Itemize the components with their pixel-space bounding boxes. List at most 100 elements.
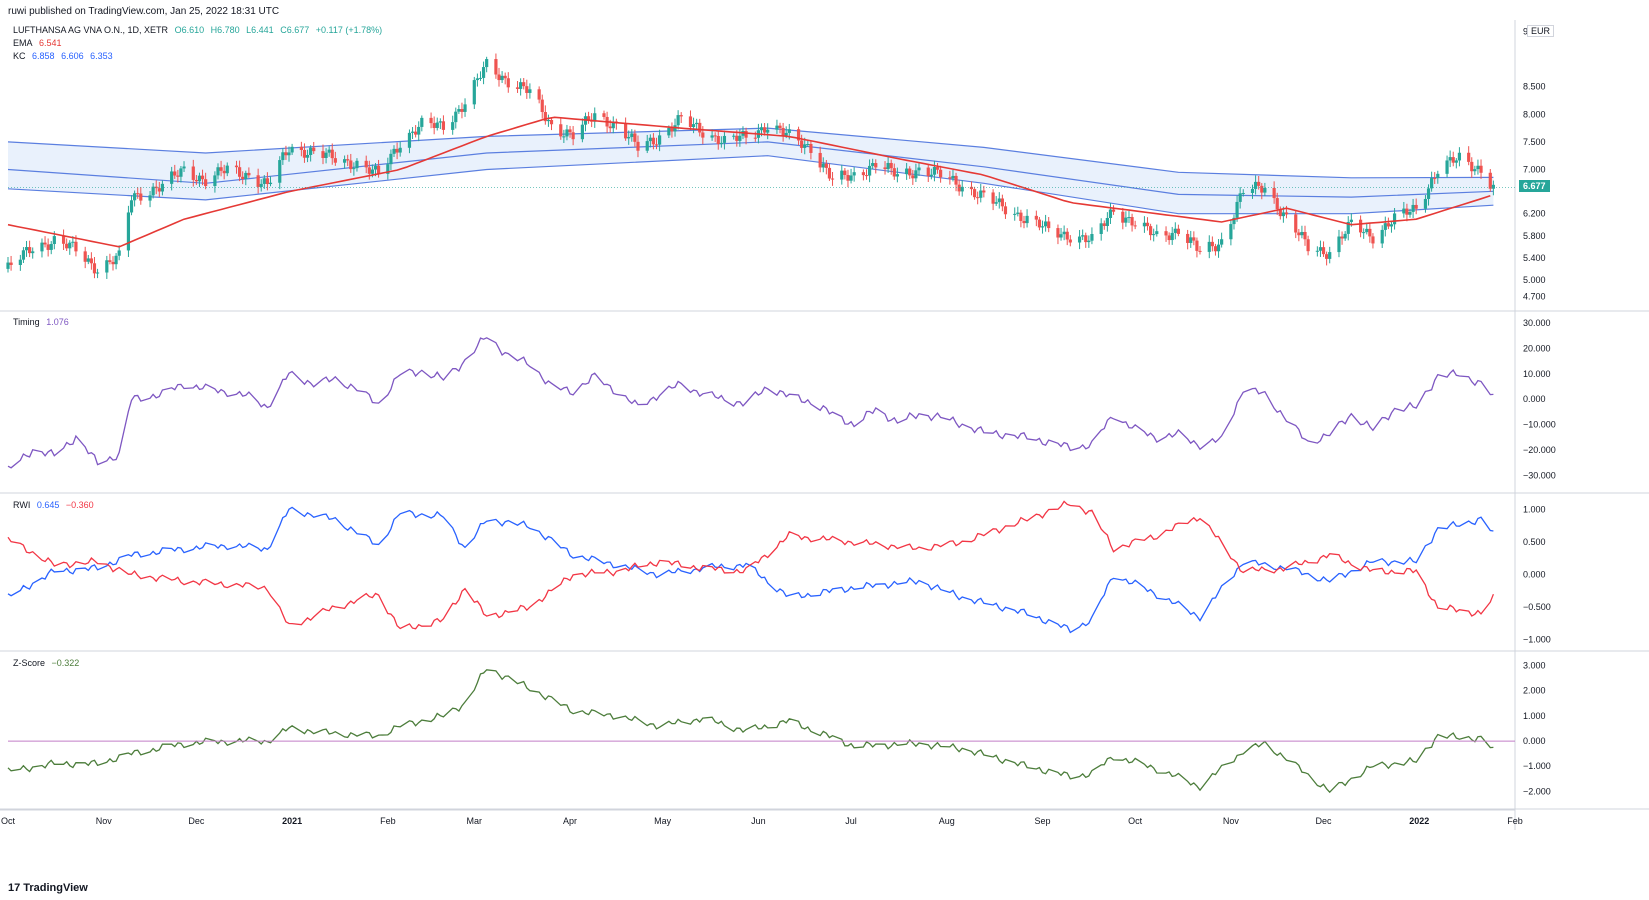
- candle-body: [911, 175, 915, 179]
- candle: [386, 157, 390, 180]
- candle-body: [636, 141, 640, 151]
- candle-body: [1068, 239, 1072, 243]
- candle-body: [824, 163, 828, 168]
- candle: [559, 118, 563, 140]
- candle-body: [803, 144, 807, 148]
- candle: [657, 129, 662, 152]
- candle: [976, 191, 980, 205]
- candle: [540, 94, 544, 119]
- candle-body: [1034, 215, 1038, 220]
- candle-body: [154, 186, 158, 189]
- candle-body: [1198, 250, 1202, 252]
- candle-body: [1365, 228, 1369, 233]
- candle-body: [784, 132, 788, 136]
- kc-label[interactable]: KC: [13, 51, 26, 61]
- timing-label[interactable]: Timing: [13, 317, 40, 327]
- candle: [457, 105, 461, 114]
- x-tick-label: Aug: [939, 816, 955, 826]
- candle: [1294, 209, 1298, 239]
- candle: [176, 169, 180, 183]
- zscore-label[interactable]: Z-Score: [13, 658, 46, 668]
- candle-body: [627, 136, 631, 139]
- candle-body: [559, 124, 563, 137]
- candle: [821, 157, 825, 173]
- candle-body: [821, 163, 825, 168]
- currency-label[interactable]: EUR: [1527, 25, 1555, 37]
- candle-body: [259, 183, 263, 187]
- candle-body: [1340, 236, 1344, 239]
- symbol-name[interactable]: LUFTHANSA AG VNA O.N., 1D, XETR: [13, 25, 169, 35]
- candle: [1467, 146, 1471, 166]
- candle: [478, 71, 483, 81]
- candle-body: [1491, 184, 1495, 189]
- candle-body: [238, 167, 242, 177]
- rwi-label[interactable]: RWI: [13, 500, 31, 510]
- candle: [481, 61, 486, 85]
- candle: [247, 167, 251, 178]
- x-tick-label: Nov: [96, 816, 113, 826]
- candle: [864, 169, 869, 180]
- kc-mid-value: 6.606: [61, 51, 84, 61]
- candle-body: [738, 135, 742, 141]
- candle-body: [1349, 219, 1353, 222]
- candle: [18, 254, 22, 271]
- candle-body: [24, 247, 29, 251]
- candle-body: [1479, 165, 1483, 173]
- candle: [1408, 208, 1412, 218]
- candle-body: [111, 261, 115, 265]
- candle: [957, 179, 961, 196]
- candle: [1328, 246, 1332, 264]
- candle: [1133, 220, 1137, 230]
- y-tick-label: −30.000: [1523, 470, 1556, 480]
- candle-body: [1016, 212, 1020, 214]
- candle: [1250, 184, 1255, 199]
- candle: [744, 127, 748, 145]
- candle-body: [1056, 228, 1060, 238]
- candle-body: [1127, 217, 1131, 219]
- candle-body: [1142, 222, 1147, 227]
- candle: [1068, 235, 1072, 247]
- tradingview-footer[interactable]: 17 TradingView: [8, 882, 88, 894]
- candle: [611, 116, 615, 134]
- ema-label[interactable]: EMA: [13, 38, 33, 48]
- candle-body: [1167, 235, 1171, 241]
- candle-body: [522, 82, 526, 87]
- candle: [568, 125, 572, 138]
- candle: [546, 114, 551, 127]
- candle: [1186, 229, 1190, 250]
- candle-body: [225, 165, 229, 174]
- candle-body: [92, 263, 97, 274]
- candle: [182, 161, 186, 172]
- candle-body: [1436, 173, 1440, 179]
- candle: [722, 130, 727, 150]
- candle-body: [979, 190, 983, 198]
- candle: [1013, 207, 1017, 221]
- candle: [494, 53, 498, 79]
- candle: [299, 141, 303, 157]
- candle-body: [679, 115, 683, 117]
- candle: [108, 253, 112, 265]
- candle: [766, 123, 770, 140]
- x-tick-label: May: [654, 816, 672, 826]
- candle: [969, 181, 974, 196]
- candle: [1040, 220, 1045, 234]
- ohlc-high: H6.780: [210, 25, 240, 35]
- candle-body: [935, 167, 940, 170]
- candle-body: [951, 175, 955, 179]
- candle: [1213, 243, 1218, 256]
- candle: [651, 133, 656, 150]
- candle-body: [86, 258, 90, 262]
- ohlc-change: +0.117 (+1.78%): [315, 25, 383, 35]
- candle: [926, 164, 930, 183]
- candle: [179, 165, 183, 183]
- candle: [1081, 229, 1085, 241]
- candle-body: [1003, 206, 1008, 215]
- candle: [586, 111, 591, 124]
- candle-body: [497, 74, 501, 81]
- candle: [1216, 239, 1221, 258]
- candle: [991, 189, 995, 211]
- candle: [515, 80, 520, 93]
- y-tick-label: 2.000: [1523, 686, 1546, 696]
- y-tick-label: 0.500: [1523, 537, 1546, 547]
- candle-body: [284, 152, 288, 156]
